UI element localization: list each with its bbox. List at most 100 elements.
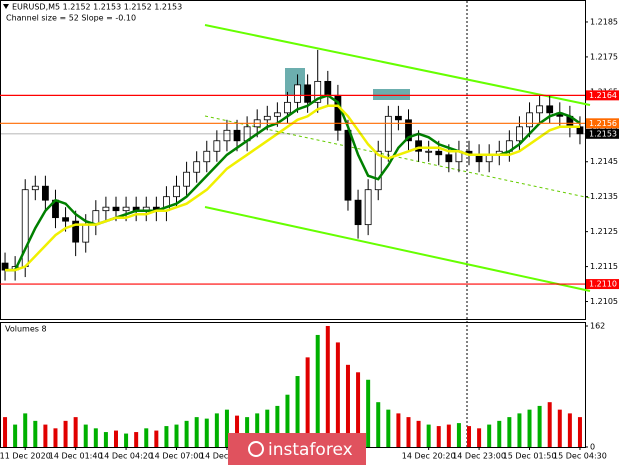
volume-bar <box>13 424 18 447</box>
y-tick-label: 1.2115 <box>590 262 618 271</box>
channel-lower <box>204 206 591 292</box>
candle-body <box>314 80 322 103</box>
candle-body <box>263 115 271 121</box>
y-tick-label: 1.2125 <box>590 227 618 236</box>
candle-body <box>233 129 241 142</box>
plot: 1.21851.21751.21651.21551.21451.21351.21… <box>0 17 619 461</box>
candle-body <box>223 129 231 142</box>
candle-body <box>415 140 422 152</box>
candle-body <box>173 185 180 198</box>
x-tick-label: 14 Dec 20:20 <box>402 452 456 461</box>
volume-bar <box>124 433 129 447</box>
volume-bar <box>73 417 78 447</box>
volume-bar <box>113 430 118 447</box>
level-label: 1.2164 <box>589 91 617 100</box>
volume-bar <box>245 417 250 447</box>
highlight-box <box>373 89 410 100</box>
candle-body <box>112 206 120 212</box>
volume-bar <box>366 379 371 447</box>
volume-bar <box>446 424 451 447</box>
volume-bar <box>517 413 522 447</box>
volume-bar <box>577 417 582 447</box>
volume-bar <box>154 430 159 447</box>
candle-body <box>364 189 372 226</box>
candle-body <box>273 112 281 117</box>
candle-body <box>526 112 533 128</box>
volume-bar <box>235 415 240 447</box>
candle-body <box>445 154 453 163</box>
x-tick-label: 15 Dec 01:50 <box>503 452 557 461</box>
volume-bar <box>416 420 421 447</box>
volume-bar <box>386 409 391 447</box>
candle-body <box>546 105 554 114</box>
volume-bar <box>3 417 8 447</box>
volume-bar <box>356 372 361 447</box>
volume-bar <box>477 428 482 447</box>
volume-bar <box>456 423 461 447</box>
candle-body <box>344 129 352 201</box>
volume-bar <box>315 334 320 447</box>
volume-bar <box>467 426 472 447</box>
candle-body <box>213 140 221 152</box>
volume-bar <box>214 413 219 447</box>
level-tag <box>586 279 619 290</box>
candle-body <box>304 84 312 103</box>
x-tick-label: 11 Dec 2020 <box>0 452 51 461</box>
volume-bar <box>335 342 340 447</box>
volume-title: Volumes 8 <box>5 325 47 334</box>
volume-bar <box>255 413 260 447</box>
indicator-line: Channel size = 52 Slope = -0.10 <box>6 14 136 23</box>
candle-body <box>354 199 362 226</box>
y-tick-label: 1.2145 <box>590 157 618 166</box>
level-label: 1.2156 <box>589 119 617 128</box>
candle-body <box>374 150 382 191</box>
y-tick-label: 1.2135 <box>590 192 618 201</box>
volume-bar <box>547 402 552 447</box>
volume-bar <box>345 364 350 447</box>
candle-body <box>122 206 130 212</box>
channel-upper <box>204 24 591 106</box>
candle-body <box>62 217 69 222</box>
level-label: 1.2110 <box>589 280 617 289</box>
volume-bar <box>93 428 98 447</box>
volume-bar <box>325 325 330 447</box>
candle-body <box>203 150 211 163</box>
logo-banner <box>228 433 366 465</box>
volume-bar <box>134 432 139 447</box>
y-tick-label: 1.2105 <box>590 297 618 306</box>
volume-bar <box>487 424 492 447</box>
level-tag <box>586 90 619 101</box>
volume-bar <box>305 357 310 447</box>
volume-bar <box>295 376 300 447</box>
volume-bar <box>63 420 68 447</box>
volume-bar <box>23 413 28 447</box>
volume-bar <box>557 409 562 447</box>
volume-bar <box>194 417 199 447</box>
candle-body <box>41 185 49 201</box>
volume-bar <box>224 409 229 447</box>
volume-bar <box>537 405 542 447</box>
volume-bar <box>426 424 431 447</box>
volume-bar <box>406 417 411 447</box>
level-tag <box>586 128 619 139</box>
price-frame <box>0 0 586 320</box>
x-tick-label: 14 Dec 07:00 <box>150 452 204 461</box>
x-tick-label: 14 Dec 01:40 <box>49 452 103 461</box>
candle-body <box>82 224 90 243</box>
candle-body <box>395 115 402 121</box>
x-tick-label: 14 Dec 23:00 <box>452 452 506 461</box>
volume-bar <box>33 420 38 447</box>
candle-body <box>324 80 332 96</box>
x-tick-label: 14 Dec 04:20 <box>99 452 153 461</box>
volume-bar <box>53 428 58 447</box>
y-tick-label: 1.2185 <box>590 17 618 26</box>
level-tag <box>586 118 619 129</box>
volume-bar <box>396 413 401 447</box>
candle-body <box>425 150 433 153</box>
volume-bar <box>376 402 381 447</box>
volume-bar <box>507 417 512 447</box>
x-tick-label: 14 Dec 09:40 <box>200 452 254 461</box>
candle-body <box>536 105 544 114</box>
